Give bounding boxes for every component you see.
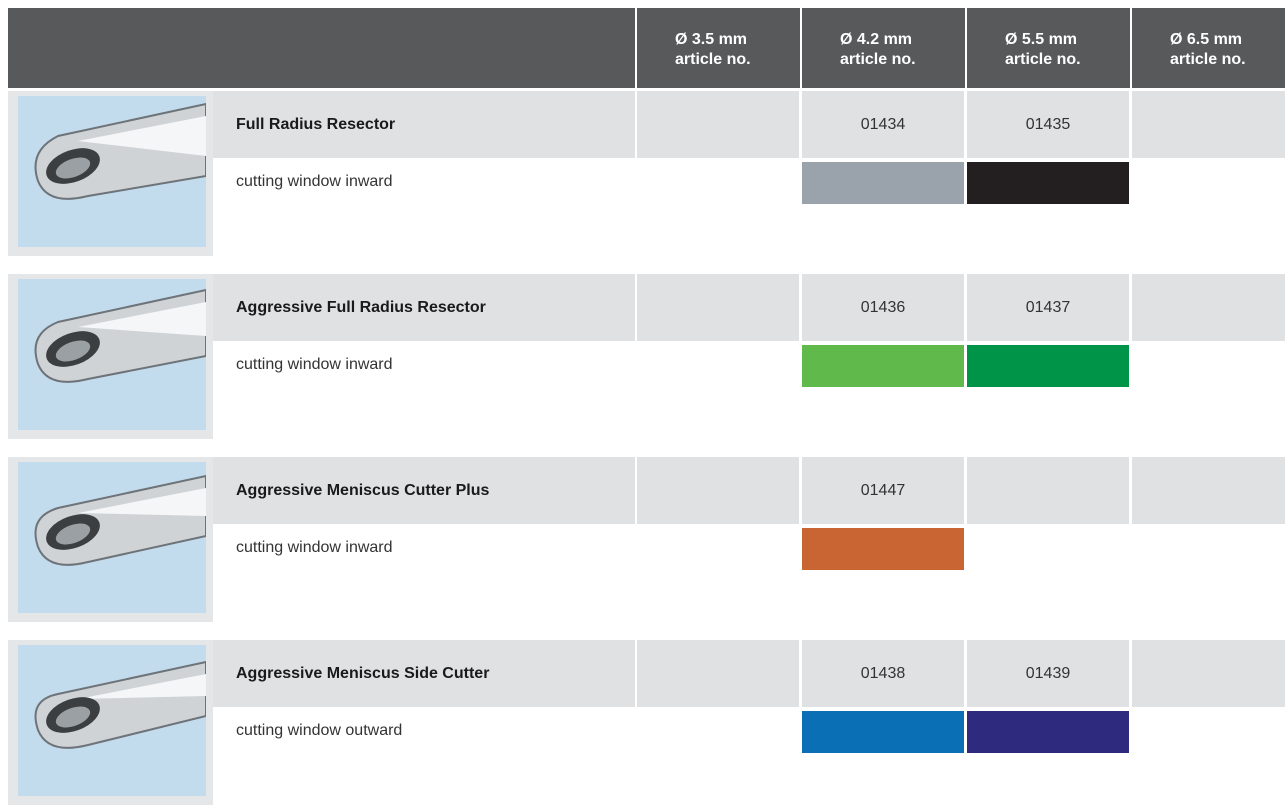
column-diameter: Ø 6.5 mm [1170,31,1243,48]
column-label: article no. [675,51,751,68]
article-cell [1132,274,1285,341]
color-swatch [802,711,964,753]
column-diameter: Ø 4.2 mm [840,31,913,48]
color-swatch [967,711,1129,753]
article-cell: 01447 [802,457,964,524]
article-cell [967,457,1129,524]
column-divider [635,8,637,88]
name-band [213,640,635,707]
column-label: article no. [840,51,916,68]
product-description: cutting window inward [236,539,393,556]
column-diameter: Ø 5.5 mm [1005,31,1078,48]
article-cell [1132,457,1285,524]
product-description: cutting window inward [236,356,393,373]
column-divider [1130,8,1132,88]
article-cell: 01435 [967,91,1129,158]
article-cell [1132,640,1285,707]
article-cell [637,274,799,341]
product-name: Aggressive Full Radius Resector [236,299,486,316]
column-label: article no. [1170,51,1246,68]
product-description: cutting window inward [236,173,393,190]
product-image-frame [8,274,213,439]
article-cell [637,91,799,158]
column-label: article no. [1005,51,1081,68]
product-image-frame [8,457,213,622]
instrument-image [18,279,207,430]
instrument-image [18,645,207,796]
article-cell: 01437 [967,274,1129,341]
article-cell [637,640,799,707]
color-swatch [802,528,964,570]
product-name: Aggressive Meniscus Side Cutter [236,665,490,682]
product-name: Aggressive Meniscus Cutter Plus [236,482,490,499]
name-band [213,274,635,341]
instrument-image [18,462,207,613]
color-swatch [802,345,964,387]
product-description: cutting window outward [236,722,403,739]
name-band [213,457,635,524]
product-image-frame [8,640,213,805]
article-cell: 01438 [802,640,964,707]
article-cell: 01434 [802,91,964,158]
table-header [8,8,1285,88]
product-image-frame [8,91,213,256]
color-swatch [802,162,964,204]
color-swatch [967,162,1129,204]
color-swatch [967,345,1129,387]
column-divider [965,8,967,88]
column-divider [800,8,802,88]
article-cell: 01439 [967,640,1129,707]
product-name: Full Radius Resector [236,116,396,133]
instrument-image [18,96,207,247]
column-diameter: Ø 3.5 mm [675,31,748,48]
article-cell: 01436 [802,274,964,341]
article-cell [637,457,799,524]
article-cell [1132,91,1285,158]
name-band [213,91,635,158]
